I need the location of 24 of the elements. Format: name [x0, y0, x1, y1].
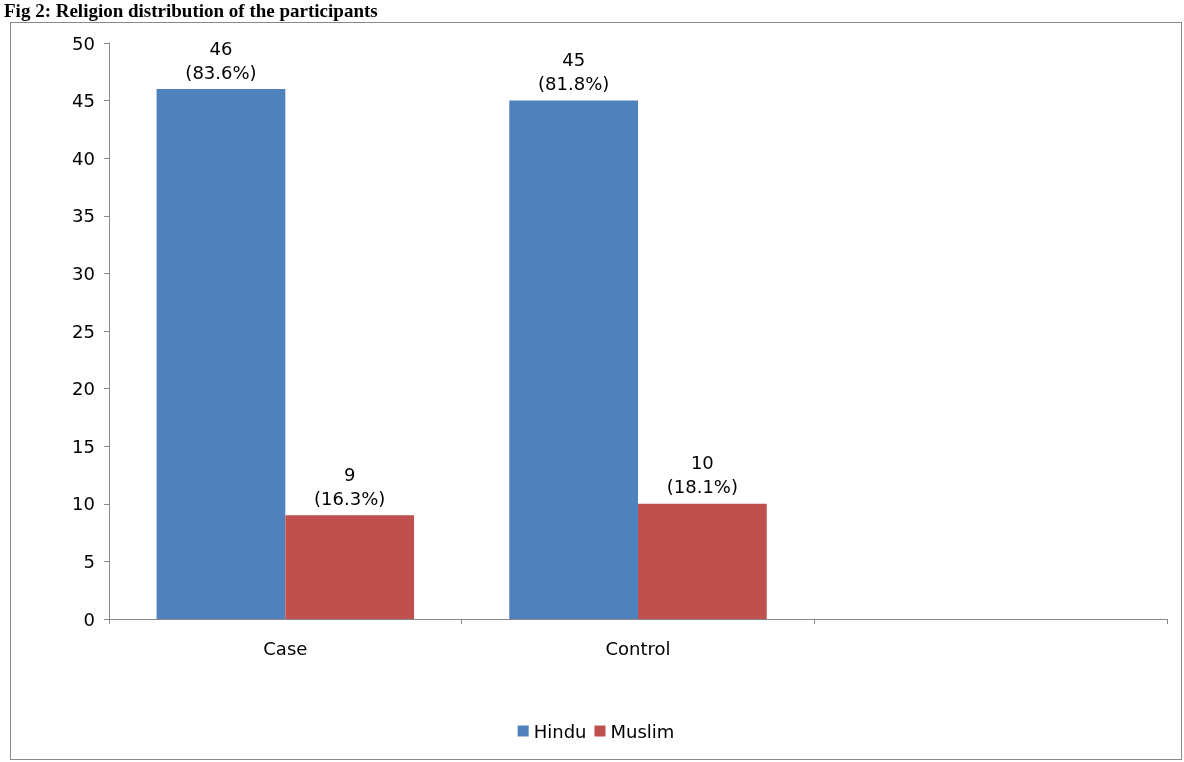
x-tick-label: Control: [605, 637, 671, 659]
data-label: 10 (18.1%): [666, 452, 738, 498]
y-tick-label: 20: [72, 378, 95, 400]
legend-label: Hindu: [533, 720, 587, 742]
y-tick-label: 35: [72, 205, 95, 227]
legend-label: Muslim: [610, 720, 675, 742]
bar: [509, 100, 638, 619]
y-tick-label: 30: [72, 262, 95, 284]
x-tick-label: Case: [263, 637, 308, 659]
data-label: 45 (81.8%): [538, 49, 610, 95]
bar: [156, 89, 286, 619]
data-label: 46 (83.6%): [185, 37, 257, 83]
chart-title: Fig 2: Religion distribution of the participants: [4, 0, 378, 22]
y-tick-label: 45: [72, 90, 95, 112]
y-tick-label: 50: [72, 32, 95, 54]
data-label: 9 (16.3%): [314, 463, 386, 509]
bar: [285, 515, 415, 619]
y-tick-label: 5: [83, 550, 95, 572]
y-tick-label: 15: [72, 435, 95, 457]
y-tick-label: 0: [83, 608, 95, 630]
y-tick-label: 25: [72, 320, 95, 342]
y-tick-label: 10: [72, 493, 95, 515]
y-tick-label: 40: [72, 147, 95, 169]
bar: [638, 503, 767, 619]
